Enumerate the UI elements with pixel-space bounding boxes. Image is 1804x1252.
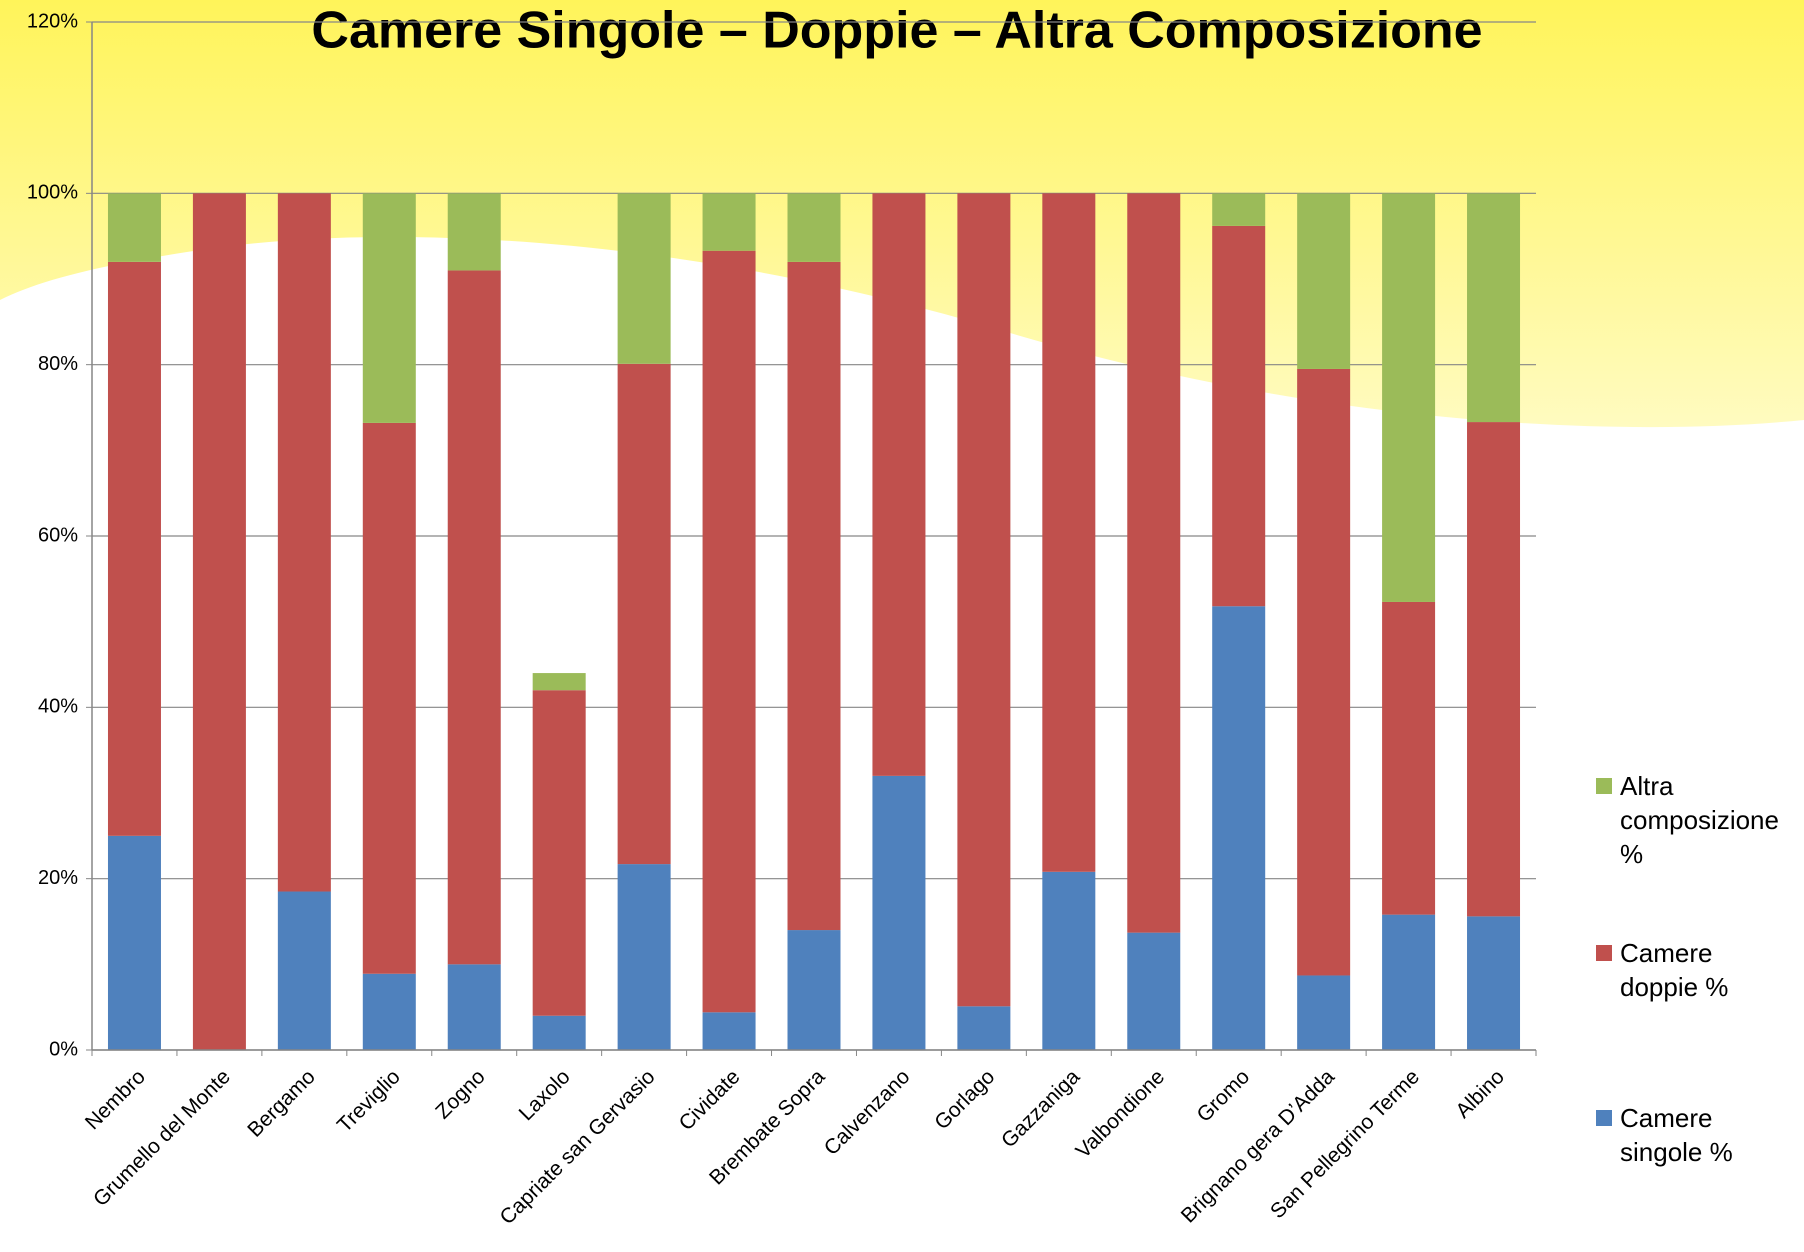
y-tick-label: 80% <box>38 353 78 375</box>
x-tick-label: Laxolo <box>515 1065 575 1125</box>
bar-segment <box>1212 225 1266 607</box>
bar-segment <box>1297 368 1351 976</box>
legend-label: Altra composizione % <box>1620 771 1779 869</box>
bar-segment <box>957 1006 1011 1050</box>
y-tick-label: 120% <box>27 10 78 32</box>
y-tick-label: 0% <box>49 1038 78 1060</box>
bar-segment <box>1382 914 1436 1050</box>
x-tick-label: Nembro <box>81 1065 150 1134</box>
bar-segment <box>787 261 841 931</box>
x-tick-label: Calvenzano <box>820 1065 915 1160</box>
x-tick-label: Valbondione <box>1071 1065 1169 1163</box>
legend-item: Camere singole % <box>1596 1102 1796 1170</box>
legend-swatch <box>1596 778 1612 794</box>
bar-segment <box>617 193 671 364</box>
bar-segment <box>362 422 416 974</box>
bar-segment <box>1297 975 1351 1050</box>
bar-segment <box>872 775 926 1050</box>
bar-segment <box>1042 193 1096 872</box>
bar-segment <box>362 973 416 1050</box>
bar-segment <box>277 193 331 892</box>
bar-segment <box>1382 193 1436 602</box>
bar-segment <box>1297 193 1351 369</box>
bar-segment <box>617 363 671 865</box>
x-tick-label: Bergamo <box>243 1065 320 1142</box>
x-tick-label: Zogno <box>431 1065 489 1123</box>
bar-segment <box>1382 601 1436 915</box>
bar-segment <box>702 193 756 251</box>
chart-title: Camere Singole – Doppie – Altra Composiz… <box>311 2 1482 60</box>
bar-segment <box>447 193 501 271</box>
bar-segment <box>447 964 501 1050</box>
bar-segment <box>532 690 586 1016</box>
y-tick-label: 40% <box>38 696 78 718</box>
bar-segment <box>787 193 841 262</box>
bar-segment <box>702 250 756 1013</box>
bar-segment <box>277 891 331 1050</box>
bar-segment <box>1127 193 1181 933</box>
bar-segment <box>787 930 841 1050</box>
x-tick-label: Gazzaniga <box>997 1065 1084 1152</box>
bar-segment <box>1212 193 1266 226</box>
bar-segment <box>702 1012 756 1050</box>
legend-swatch <box>1596 1110 1612 1126</box>
y-tick-label: 100% <box>27 182 78 204</box>
x-tick-label: Albino <box>1451 1065 1509 1123</box>
y-tick-label: 20% <box>38 867 78 889</box>
bar-segment <box>532 1015 586 1050</box>
x-tick-label: Brignano gera D’Adda <box>1177 1065 1340 1228</box>
bar-segment <box>192 193 246 1051</box>
bar-segment <box>872 193 926 776</box>
bar-segment <box>1042 871 1096 1050</box>
bar-segment <box>107 261 161 836</box>
x-tick-label: Gromo <box>1193 1065 1255 1127</box>
legend-item: Altra composizione % <box>1596 770 1796 871</box>
bar-segment <box>617 864 671 1050</box>
bar-segment <box>362 193 416 423</box>
bar-segment <box>1467 916 1521 1050</box>
legend-swatch <box>1596 945 1612 961</box>
x-tick-label: Cividate <box>675 1065 745 1135</box>
legend-label: Camere singole % <box>1620 1103 1733 1167</box>
y-tick-label: 60% <box>38 524 78 546</box>
bar-segment <box>532 673 586 691</box>
bar-segment <box>1467 193 1521 423</box>
x-tick-label: Gorlago <box>930 1065 999 1134</box>
bar-segment <box>957 193 1011 1007</box>
x-tick-label: Capriate san Gervasio <box>496 1065 660 1229</box>
legend-item: Camere doppie % <box>1596 937 1796 1005</box>
bar-segment <box>107 835 161 1050</box>
bar-segment <box>447 270 501 965</box>
legend-label: Camere doppie % <box>1620 938 1729 1002</box>
bar-segment <box>1212 606 1266 1050</box>
x-tick-label: Treviglio <box>333 1065 405 1137</box>
bar-segment <box>107 193 161 262</box>
bar-segment <box>1467 422 1521 917</box>
x-tick-label: San Pellegrino Terme <box>1266 1065 1424 1223</box>
bar-segment <box>1127 932 1181 1050</box>
